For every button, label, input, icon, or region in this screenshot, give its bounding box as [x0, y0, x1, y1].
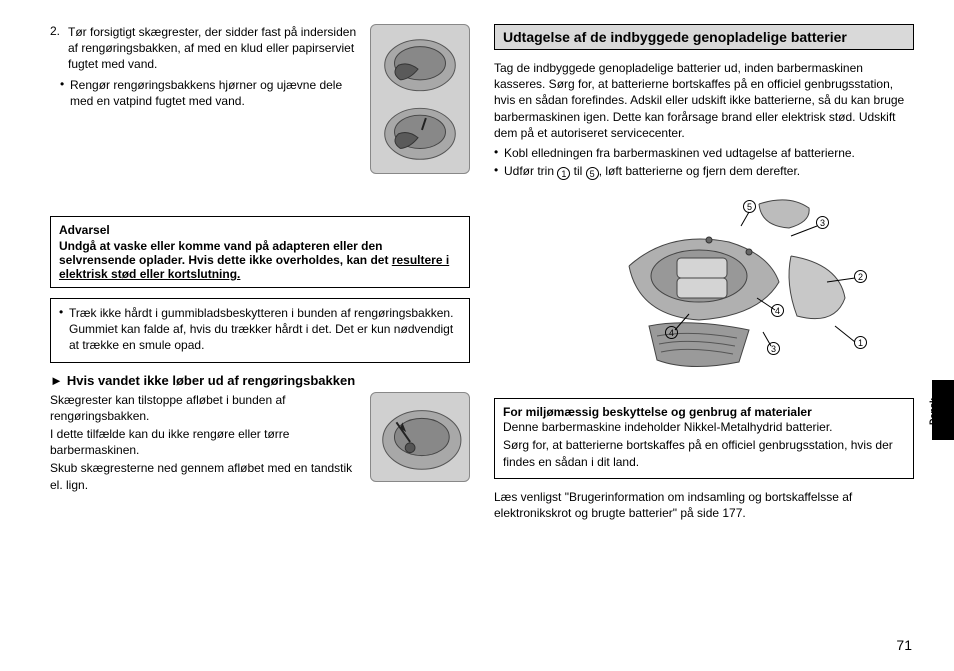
battery-removal-title: Udtagelse af de indbyggede genopladelige… — [494, 24, 914, 50]
bullet-mark: • — [494, 163, 504, 182]
env-l1: Denne barbermaskine indeholder Nikkel-Me… — [503, 419, 905, 435]
circled-1-inline: 1 — [557, 167, 570, 180]
step-2-body: Tør forsigtigt skægrester, der sidder fa… — [68, 24, 362, 73]
drain-section: Skægrester kan tilstoppe afløbet i bunde… — [50, 392, 470, 495]
note-text: Træk ikke hårdt i gummibladsbeskytteren … — [69, 305, 461, 354]
language-label: Dansk — [928, 398, 938, 425]
bullet-mark: • — [494, 145, 504, 163]
warning-box: Advarsel Undgå at vaske eller komme vand… — [50, 216, 470, 288]
b2-c: , løft batterierne og fjern dem derefter… — [599, 164, 800, 178]
exploded-diagram: 1 2 3 3 4 4 5 — [539, 186, 869, 386]
page-number: 71 — [896, 637, 912, 653]
drain-p3: Skub skægresterne ned gennem afløbet med… — [50, 460, 362, 492]
step-2-text: 2. Tør forsigtigt skægrester, der sidder… — [50, 24, 362, 174]
section-drain-title: ► Hvis vandet ikke løber ud af rengøring… — [50, 373, 470, 388]
warning-title: Advarsel — [59, 223, 461, 237]
battery-p1: Tag de indbyggede genopladelige batterie… — [494, 60, 914, 141]
see-also: Læs venligst "Brugerinformation om indsa… — [494, 489, 914, 521]
env-l2: Sørg for, at batterierne bortskaffes på … — [503, 437, 905, 469]
warning-text-a: Undgå at vaske eller komme vand på adapt… — [59, 239, 392, 267]
section-drain-heading: Hvis vandet ikke løber ud af rengøringsb… — [67, 373, 355, 388]
triangle-icon: ► — [50, 373, 63, 388]
b2-b: til — [570, 164, 585, 178]
drain-p2: I dette tilfælde kan du ikke rengøre ell… — [50, 426, 362, 458]
circled-5-inline: 5 — [586, 167, 599, 180]
step-2-number: 2. — [50, 24, 68, 75]
bullet-mark: • — [59, 305, 69, 356]
environment-box: For miljømæssig beskyttelse og genbrug a… — [494, 398, 914, 479]
b2-a: Udfør trin — [504, 164, 557, 178]
step-2: 2. Tør forsigtigt skægrester, der sidder… — [50, 24, 470, 174]
bullet-mark: • — [60, 77, 70, 111]
warning-text: Undgå at vaske eller komme vand på adapt… — [59, 239, 461, 281]
note-box: • Træk ikke hårdt i gummibladsbeskyttere… — [50, 298, 470, 363]
env-title: For miljømæssig beskyttelse og genbrug a… — [503, 405, 905, 419]
battery-b2: Udfør trin 1 til 5, løft batterierne og … — [504, 163, 800, 180]
drain-illustration — [370, 392, 470, 482]
drain-p1: Skægrester kan tilstoppe afløbet i bunde… — [50, 392, 362, 424]
battery-b1: Kobl elledningen fra barbermaskinen ved … — [504, 145, 855, 161]
cleaning-tray-illustration — [370, 24, 470, 174]
step-2-sub-text: Rengør rengøringsbakkens hjørner og ujæv… — [70, 77, 362, 109]
